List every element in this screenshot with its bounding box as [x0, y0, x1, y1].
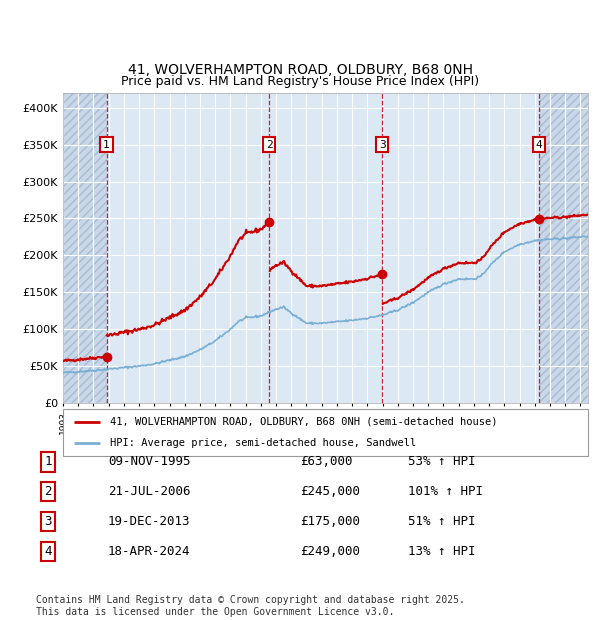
Text: 2: 2 [44, 485, 52, 498]
Text: 19-DEC-2013: 19-DEC-2013 [108, 515, 191, 528]
Text: 1: 1 [103, 140, 110, 149]
Text: £249,000: £249,000 [300, 545, 360, 557]
Text: 13% ↑ HPI: 13% ↑ HPI [408, 545, 476, 557]
Text: 1: 1 [44, 456, 52, 468]
Text: 21-JUL-2006: 21-JUL-2006 [108, 485, 191, 498]
Bar [539, 93, 588, 403]
Text: £63,000: £63,000 [300, 456, 353, 468]
Text: 51% ↑ HPI: 51% ↑ HPI [408, 515, 476, 528]
Text: £245,000: £245,000 [300, 485, 360, 498]
Text: 2: 2 [266, 140, 272, 149]
Text: 41, WOLVERHAMPTON ROAD, OLDBURY, B68 0NH (semi-detached house): 41, WOLVERHAMPTON ROAD, OLDBURY, B68 0NH… [110, 417, 498, 427]
Text: 41, WOLVERHAMPTON ROAD, OLDBURY, B68 0NH: 41, WOLVERHAMPTON ROAD, OLDBURY, B68 0NH [128, 63, 473, 78]
Text: Contains HM Land Registry data © Crown copyright and database right 2025.
This d: Contains HM Land Registry data © Crown c… [36, 595, 465, 617]
Text: 101% ↑ HPI: 101% ↑ HPI [408, 485, 483, 498]
Text: 3: 3 [379, 140, 385, 149]
Text: 3: 3 [44, 515, 52, 528]
Text: 18-APR-2024: 18-APR-2024 [108, 545, 191, 557]
Text: 53% ↑ HPI: 53% ↑ HPI [408, 456, 476, 468]
Text: £175,000: £175,000 [300, 515, 360, 528]
Text: HPI: Average price, semi-detached house, Sandwell: HPI: Average price, semi-detached house,… [110, 438, 416, 448]
Bar [63, 93, 107, 403]
Text: 4: 4 [44, 545, 52, 557]
Text: Price paid vs. HM Land Registry's House Price Index (HPI): Price paid vs. HM Land Registry's House … [121, 75, 479, 88]
Text: 09-NOV-1995: 09-NOV-1995 [108, 456, 191, 468]
Text: 4: 4 [536, 140, 542, 149]
